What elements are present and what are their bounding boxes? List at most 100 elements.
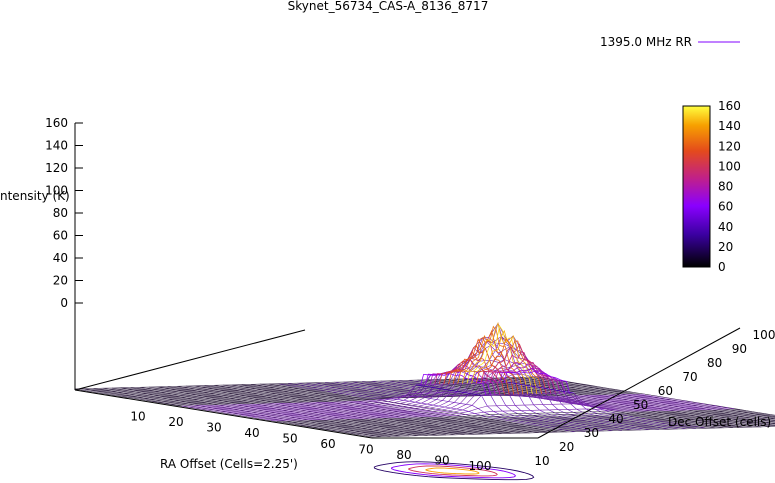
z-tick-label: 40 [53, 251, 68, 265]
y-tick-label: 70 [682, 370, 697, 384]
mesh-line-x [342, 420, 775, 433]
colorbar-tick-label: 120 [718, 139, 741, 153]
contour-ring [425, 467, 480, 475]
x-tick-label: 30 [206, 421, 221, 435]
colorbar-tick-label: 100 [718, 159, 741, 173]
mesh-line-x [98, 380, 562, 394]
mesh-line-x [134, 386, 598, 399]
y-tick-label: 100 [753, 328, 775, 342]
legend-label: 1395.0 MHz RR [600, 35, 692, 49]
mesh-line-x [306, 414, 770, 427]
z-tick-label: 20 [53, 274, 68, 288]
colorbar-tick-label: 20 [718, 240, 733, 254]
mesh-line-x [265, 403, 729, 420]
contour-ring [408, 465, 498, 477]
y-tick-label: 90 [732, 342, 747, 356]
mesh-line-x [336, 419, 775, 432]
surface-mesh [74, 322, 775, 438]
mesh-line-x [366, 425, 775, 437]
x-tick-label: 40 [244, 426, 259, 440]
mesh-line-x [270, 408, 735, 421]
mesh-line-x [146, 388, 610, 401]
mesh-line-peak [485, 351, 552, 394]
mesh-line-peak [494, 363, 561, 394]
mesh-line-x [140, 387, 604, 400]
y-tick-label: 80 [707, 356, 722, 370]
y-tick-label: 30 [584, 426, 599, 440]
mesh-line-x [80, 377, 544, 391]
colorbar [682, 105, 711, 268]
mesh-line-x [348, 421, 775, 434]
mesh-line-x [360, 423, 775, 436]
mesh-line-x [187, 390, 651, 408]
mesh-line-x [324, 417, 775, 430]
y-tick-label: 20 [559, 440, 574, 454]
mesh-line-x [354, 422, 775, 435]
mesh-line-x [152, 389, 616, 402]
colorbar-tick-label: 80 [718, 180, 733, 194]
z-tick-label: 120 [45, 161, 68, 175]
colorbar-tick-label: 140 [718, 119, 741, 133]
contour-ring [373, 461, 535, 481]
mesh-line-x [110, 382, 574, 395]
x-axis-line [74, 389, 373, 439]
colorbar-ticks: 0 20 40 60 80 100 120 140 160 [718, 99, 741, 274]
contour-ring [391, 463, 517, 479]
y-tick-label: 50 [633, 398, 648, 412]
z-tick-label: 100 [45, 184, 68, 198]
mesh-line-x [104, 381, 568, 394]
mesh-line-x [164, 391, 628, 404]
mesh-line-peak [508, 382, 575, 394]
mesh-line-x [300, 413, 764, 426]
mesh-line-peak [415, 384, 482, 396]
x-axis-label: RA Offset (Cells=2.25') [160, 457, 298, 471]
mesh-line-x [122, 384, 586, 397]
x-tick-label: 100 [469, 459, 492, 473]
mesh-line-x [92, 379, 556, 393]
mesh-line-x [294, 412, 758, 425]
y-axis-label: Dec Offset (cells) [668, 415, 771, 429]
mesh-line-x [158, 390, 622, 403]
plot-axes [74, 123, 741, 439]
mesh-line-x [371, 426, 775, 438]
colorbar-tick-label: 160 [718, 99, 741, 113]
x-tick-label: 90 [434, 454, 449, 468]
z-tick-label: 0 [60, 296, 68, 310]
colorbar-tick-label: 40 [718, 220, 733, 234]
chart-title: Skynet_56734_CAS-A_8136_8717 [288, 0, 489, 13]
x-tick-label: 60 [320, 437, 335, 451]
mesh-line-peak [443, 345, 510, 395]
mesh-line-peak [466, 324, 533, 395]
mesh-line-x [74, 376, 539, 390]
mesh-line-x [282, 410, 746, 423]
y-tick-label: 40 [608, 412, 623, 426]
y-axis-ticks: 10 20 30 40 50 60 70 80 90 100 [534, 328, 775, 468]
z-axis-ticks: 0 20 40 60 80 100 120 140 160 [45, 116, 83, 310]
y-tick-label: 60 [658, 384, 673, 398]
x-tick-label: 50 [282, 432, 297, 446]
z-tick-label: 160 [45, 116, 68, 130]
mesh-line-peak [448, 338, 515, 395]
y-axis-back-line [74, 329, 306, 391]
x-tick-label: 80 [396, 448, 411, 462]
y-tick-label: 10 [534, 454, 549, 468]
x-tick-label: 70 [358, 443, 373, 457]
mesh-line-x [318, 416, 775, 429]
mesh-line-peak [489, 356, 556, 394]
mesh-line-peak [457, 325, 524, 395]
z-tick-label: 60 [53, 229, 68, 243]
mesh-line-x [330, 418, 775, 431]
y-axis-line [537, 327, 741, 439]
mesh-line-x [276, 409, 741, 422]
x-tick-label: 20 [168, 415, 183, 429]
mesh-line-peak [420, 373, 487, 396]
mesh-line-peak [424, 370, 491, 396]
mesh-line-x [288, 411, 752, 424]
mesh-line-peak [461, 322, 529, 395]
x-tick-label: 10 [130, 410, 145, 424]
colorbar-tick-label: 0 [718, 260, 726, 274]
mesh-line-x [312, 415, 775, 428]
mesh-line-x [175, 393, 640, 406]
contour-lines [373, 461, 535, 481]
